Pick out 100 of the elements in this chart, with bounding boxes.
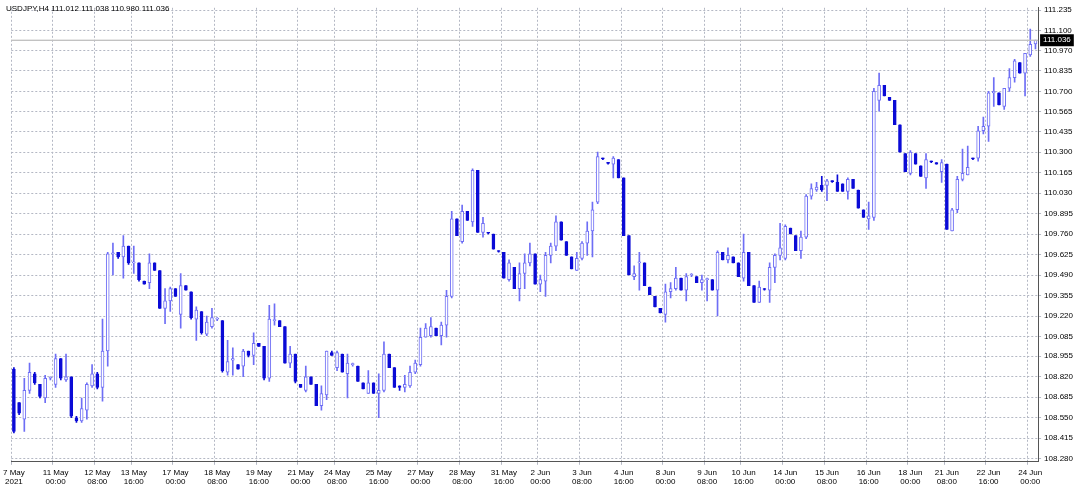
candlestick	[1023, 53, 1027, 97]
candlestick	[210, 308, 214, 329]
y-tick-label: 108.685	[1044, 392, 1074, 402]
candlestick	[429, 317, 433, 338]
candlestick	[1028, 28, 1033, 57]
candlestick	[971, 157, 975, 160]
candlestick	[528, 242, 532, 267]
candlestick	[757, 280, 762, 303]
x-tick-label: 16 Jun 16:00	[856, 467, 881, 487]
candlestick	[804, 194, 808, 239]
candlestick	[12, 367, 16, 434]
candlestick	[825, 179, 829, 201]
candlestick	[793, 235, 798, 252]
candlestick	[116, 251, 120, 259]
candlestick	[580, 241, 584, 261]
candlestick	[601, 157, 605, 160]
candlestick	[131, 245, 136, 274]
candlestick	[204, 315, 209, 337]
y-tick-label: 110.435	[1044, 126, 1073, 136]
candlestick	[366, 370, 371, 394]
candlestick	[507, 259, 511, 282]
x-tick-label: 28 May 08:00	[449, 467, 476, 487]
candlestick	[48, 376, 53, 381]
candlestick	[746, 251, 751, 286]
candlestick	[241, 349, 246, 378]
chart-title: USDJPY,H4 111.012 111.038 110.980 111.036	[6, 4, 170, 13]
candlestick	[621, 177, 626, 236]
x-tick-label: 13 May 16:00	[120, 467, 147, 487]
x-tick-label: 2 Jun 00:00	[530, 467, 551, 487]
candlestick	[653, 295, 657, 308]
x-tick-label: 14 Jun 00:00	[773, 467, 798, 487]
candlestick	[799, 230, 803, 259]
candlestick	[38, 384, 42, 399]
x-tick-label: 24 Jun 00:00	[1018, 467, 1043, 487]
y-tick-label: 108.550	[1044, 412, 1074, 422]
candlestick	[658, 308, 663, 314]
candlestick	[137, 262, 141, 282]
y-tick-label: 108.415	[1044, 433, 1074, 443]
y-tick-label: 108.955	[1044, 351, 1074, 361]
candlestick	[69, 376, 74, 419]
candlestick	[439, 321, 444, 346]
candlestick	[486, 231, 491, 235]
candlestick	[934, 162, 939, 165]
candlestick	[449, 210, 454, 299]
candlestick	[778, 223, 782, 261]
candlestick	[283, 326, 287, 364]
y-tick-label: 111.235	[1044, 5, 1073, 15]
candlestick	[950, 207, 954, 232]
candlestick	[105, 251, 110, 367]
candlestick	[90, 364, 94, 388]
y-tick-label: 110.300	[1044, 147, 1073, 157]
candlestick	[694, 276, 699, 283]
y-tick-label: 109.490	[1044, 270, 1074, 280]
candlestick	[585, 221, 590, 256]
x-tick-label: 3 Jun 08:00	[572, 467, 593, 487]
x-tick-label: 11 May 00:00	[42, 467, 69, 487]
candlestick	[387, 353, 391, 368]
candlestick	[851, 179, 855, 189]
ref-line-label: 111.036	[1043, 35, 1072, 45]
candlestick	[168, 286, 173, 312]
candlestick	[559, 221, 563, 241]
x-tick-label: 31 May 16:00	[490, 467, 517, 487]
candlestick	[413, 359, 418, 375]
candlestick	[22, 377, 27, 432]
candlestick	[434, 327, 438, 337]
candlestick	[846, 177, 850, 200]
candlestick	[898, 124, 902, 153]
candlestick	[538, 274, 543, 293]
candlestick	[877, 72, 881, 112]
x-tick-label: 12 May 08:00	[84, 467, 111, 487]
candlestick	[720, 251, 725, 261]
candlestick	[236, 364, 240, 370]
y-tick-label: 110.835	[1044, 66, 1073, 76]
candlestick	[288, 346, 292, 368]
candlestick	[522, 253, 527, 290]
candlestick	[674, 267, 678, 291]
candlestick	[215, 317, 219, 321]
candlestick	[309, 376, 313, 385]
x-tick-label: 9 Jun 08:00	[697, 467, 718, 487]
candlestick	[627, 235, 631, 276]
candlestick	[783, 224, 788, 261]
y-tick-label: 111.100	[1044, 25, 1073, 35]
candlestick	[554, 215, 558, 252]
y-tick-label: 110.970	[1044, 45, 1073, 55]
candlestick	[230, 347, 235, 376]
candlestick	[1002, 87, 1007, 110]
candlestick	[773, 253, 777, 283]
candlestick	[32, 371, 37, 385]
candlestick	[965, 145, 970, 176]
candlestick	[111, 242, 115, 276]
candlestick	[710, 279, 715, 291]
candlestick	[340, 353, 345, 373]
x-tick-label: 22 Jun 16:00	[976, 467, 1001, 487]
candlestick	[892, 100, 897, 126]
y-tick-label: 110.700	[1044, 86, 1073, 96]
candlestick	[475, 169, 480, 233]
candlestick	[866, 201, 871, 230]
x-tick-label: 8 Jun 00:00	[655, 467, 676, 487]
candlestick	[257, 343, 261, 347]
candlestick	[481, 217, 485, 238]
